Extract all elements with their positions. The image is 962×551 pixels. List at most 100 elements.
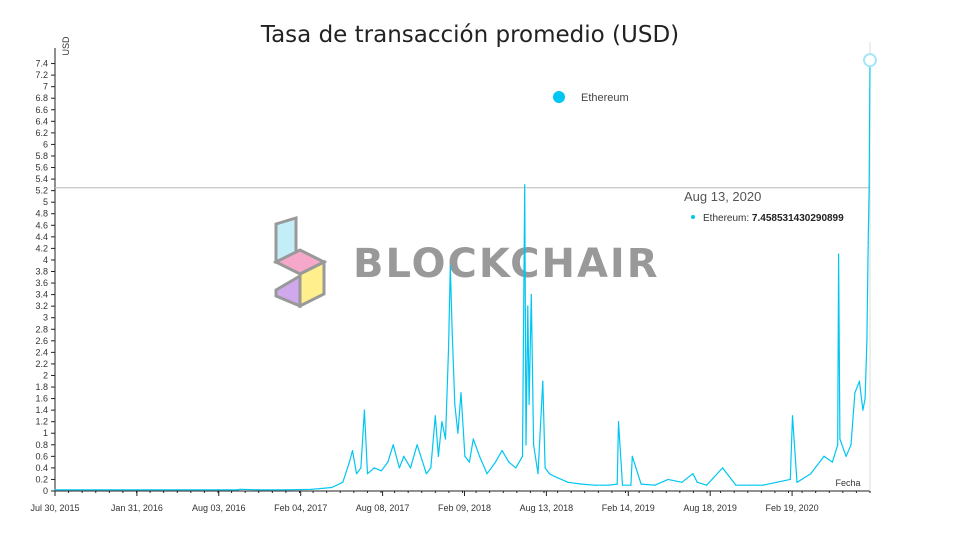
y-tick-label: 6.6 xyxy=(35,105,48,115)
data-point xyxy=(532,444,535,446)
data-point xyxy=(616,483,618,485)
data-point xyxy=(360,467,362,469)
y-tick-label: 1 xyxy=(43,428,48,438)
data-point xyxy=(631,455,633,457)
data-point xyxy=(258,489,260,491)
data-point xyxy=(527,305,529,307)
data-point xyxy=(858,380,860,382)
data-point xyxy=(366,473,369,475)
data-point xyxy=(457,432,459,434)
y-tick-label: 1.6 xyxy=(35,394,48,404)
data-point xyxy=(444,438,447,440)
data-point xyxy=(810,473,812,475)
data-point xyxy=(866,340,868,342)
legend-marker-ethereum xyxy=(553,91,565,103)
data-point xyxy=(862,409,864,411)
y-tick-label: 0 xyxy=(43,486,48,496)
data-point xyxy=(460,392,462,394)
y-tick-label: 5.6 xyxy=(35,163,48,173)
data-point xyxy=(537,473,539,475)
y-tick-label: 2.4 xyxy=(35,347,48,357)
y-tick-label: 5.8 xyxy=(35,151,48,161)
data-point xyxy=(567,481,569,483)
y-tick-label: 4.2 xyxy=(35,243,48,253)
data-point xyxy=(217,489,219,491)
data-point xyxy=(425,473,428,475)
x-tick-label: Aug 08, 2017 xyxy=(356,503,410,513)
data-point xyxy=(521,455,524,457)
y-tick-label: 2.2 xyxy=(35,359,48,369)
data-point xyxy=(823,455,825,457)
series-points xyxy=(54,59,871,491)
data-point xyxy=(854,392,856,394)
x-tick-label: Feb 19, 2020 xyxy=(766,503,819,513)
y-tick-label: 0.6 xyxy=(35,451,48,461)
data-point xyxy=(654,484,656,486)
y-tick-label: 1.8 xyxy=(35,382,48,392)
data-point xyxy=(508,461,510,463)
data-point xyxy=(351,449,354,452)
chart-title: Tasa de transacción promedio (USD) xyxy=(260,22,679,48)
data-point xyxy=(468,461,470,463)
data-point xyxy=(748,484,751,486)
data-point xyxy=(311,488,313,490)
data-point xyxy=(548,473,551,475)
y-tick-label: 6 xyxy=(43,139,48,149)
y-tick-label: 6.4 xyxy=(35,116,48,126)
data-point xyxy=(775,481,778,483)
data-point xyxy=(525,444,527,446)
data-point xyxy=(831,461,833,463)
y-tick-label: 2.6 xyxy=(35,336,48,346)
data-point xyxy=(621,484,624,486)
data-point xyxy=(850,444,852,446)
data-point xyxy=(437,455,439,457)
y-tick-label: 6.2 xyxy=(35,128,48,138)
x-tick-label: Aug 03, 2016 xyxy=(192,503,246,513)
data-point xyxy=(348,461,350,463)
data-point xyxy=(867,242,869,244)
y-tick-label: 5.4 xyxy=(35,174,48,184)
x-tick-label: Aug 18, 2019 xyxy=(683,503,737,513)
y-tick-label: 1.2 xyxy=(35,417,48,427)
y-tick-label: 4.6 xyxy=(35,220,48,230)
data-point xyxy=(640,483,642,485)
svg-text:Ethereum: 7.458531430290899: Ethereum: 7.458531430290899 xyxy=(703,213,844,224)
data-point xyxy=(409,467,412,469)
data-point xyxy=(342,481,344,483)
y-tick-label: 1.4 xyxy=(35,405,48,415)
x-tick-label: Jul 30, 2015 xyxy=(30,503,79,513)
legend[interactable]: Ethereum xyxy=(553,91,629,104)
data-point xyxy=(501,449,503,452)
data-point xyxy=(486,473,488,475)
data-point xyxy=(544,467,546,469)
data-point xyxy=(789,478,791,481)
y-tick-label: 0.4 xyxy=(35,463,48,473)
y-tick-label: 0.8 xyxy=(35,440,48,450)
y-tick-label: 4 xyxy=(43,255,48,265)
data-point xyxy=(416,444,418,446)
data-point xyxy=(136,489,138,491)
data-point xyxy=(837,444,839,446)
tooltip-series-marker xyxy=(691,215,695,219)
data-point xyxy=(617,421,620,423)
tooltip-series-name: Ethereum xyxy=(703,213,746,224)
y-tick-label: 4.8 xyxy=(35,209,48,219)
data-point xyxy=(441,421,443,423)
x-tick-label: Jan 31, 2016 xyxy=(111,503,163,513)
data-point xyxy=(403,455,405,457)
y-axis-label: USD xyxy=(61,36,71,56)
data-point xyxy=(667,478,669,481)
series-line-ethereum xyxy=(55,60,871,491)
y-tick-label: 3.8 xyxy=(35,267,48,277)
data-point xyxy=(581,483,583,485)
data-point xyxy=(791,415,794,417)
data-point xyxy=(721,467,724,469)
data-point xyxy=(239,488,241,490)
data-point xyxy=(398,467,401,469)
y-tick-label: 6.8 xyxy=(35,93,48,103)
y-tick-label: 3 xyxy=(43,313,48,323)
x-axis-label: Fecha xyxy=(835,478,860,488)
data-point xyxy=(681,481,683,483)
data-point xyxy=(434,415,436,417)
y-tick-label: 7.4 xyxy=(35,59,48,69)
